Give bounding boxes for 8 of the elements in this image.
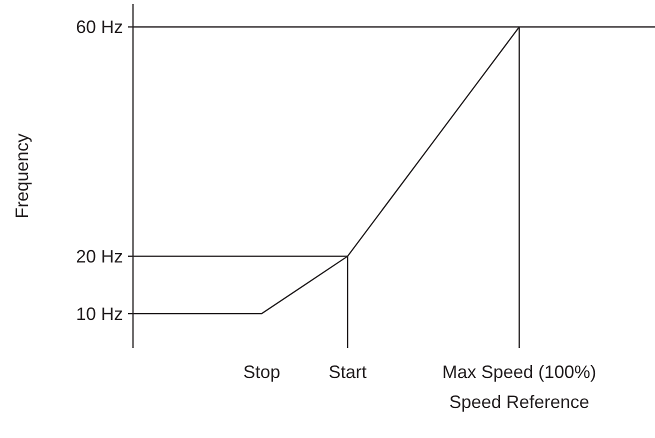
y-axis-title: Frequency xyxy=(12,133,32,219)
y-tick-label: 60 Hz xyxy=(76,17,123,38)
y-tick-label: 20 Hz xyxy=(76,246,123,267)
x-tick-label: Max Speed (100%) xyxy=(442,362,596,382)
x-axis-title: Speed Reference xyxy=(449,392,590,412)
y-tick-label: 10 Hz xyxy=(76,304,123,324)
x-tick-label: Stop xyxy=(243,362,280,382)
x-tick-label: Start xyxy=(328,362,367,382)
